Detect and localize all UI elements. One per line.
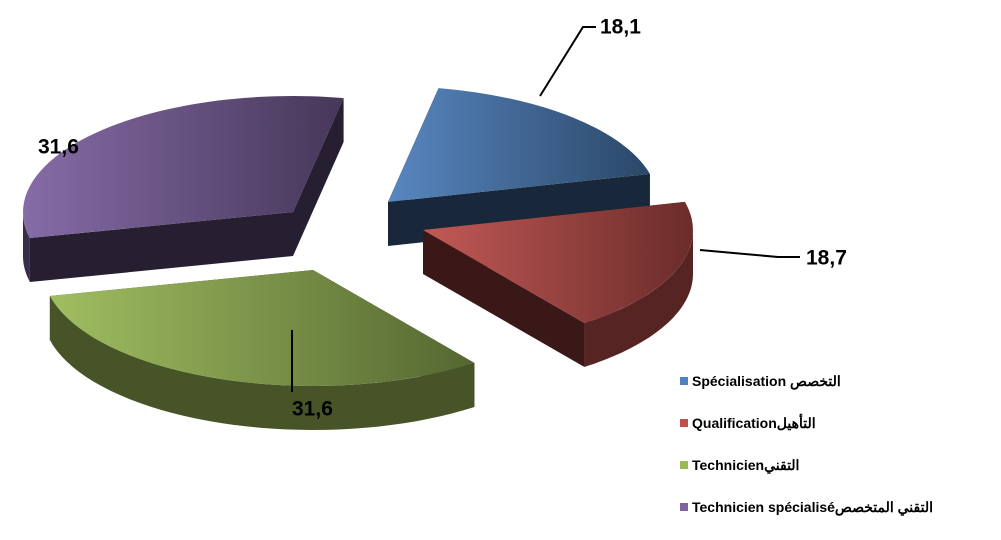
pie-slice-qualification [423, 201, 693, 367]
slice-top [49, 270, 475, 386]
slice-top [388, 88, 650, 202]
leader-line [539, 26, 596, 97]
data-label-qualification: 18,7 [806, 247, 847, 270]
slice-top [23, 96, 344, 238]
legend-swatch [680, 377, 688, 385]
legend-label: Technicien spécialiséالتقني المتخصص [692, 498, 933, 515]
legend-swatch [680, 461, 688, 469]
legend-label: Technicienالتقني [692, 456, 800, 473]
data-label-specialisation: 18,1 [600, 16, 641, 39]
slice-wall [293, 98, 344, 256]
slice-side [23, 212, 30, 282]
legend-label: Spécialisation التخصص [692, 372, 841, 389]
pie-slice-technicien [49, 270, 475, 430]
legend-swatch [680, 419, 688, 427]
data-label-technicien-specialise: 31,6 [38, 136, 79, 159]
legend-item-qualification: Qualificationالتأهيل [680, 414, 933, 432]
leader-line [699, 249, 800, 258]
data-label-technicien: 31,6 [292, 398, 333, 421]
legend: Spécialisation التخصص Qualificationالتأه… [680, 372, 933, 540]
legend-item-technicien: Technicienالتقني [680, 456, 933, 474]
legend-item-technicien-specialise: Technicien spécialiséالتقني المتخصص [680, 498, 933, 516]
slice-wall [29, 212, 293, 283]
legend-label: Qualificationالتأهيل [692, 414, 816, 431]
pie-slice-technicien-specialise [23, 96, 344, 283]
slice-side [49, 296, 475, 430]
legend-item-specialisation: Spécialisation التخصص [680, 372, 933, 390]
legend-swatch [680, 503, 688, 511]
slice-side [584, 230, 693, 367]
slice-top [423, 201, 693, 323]
slice-wall [423, 230, 585, 367]
